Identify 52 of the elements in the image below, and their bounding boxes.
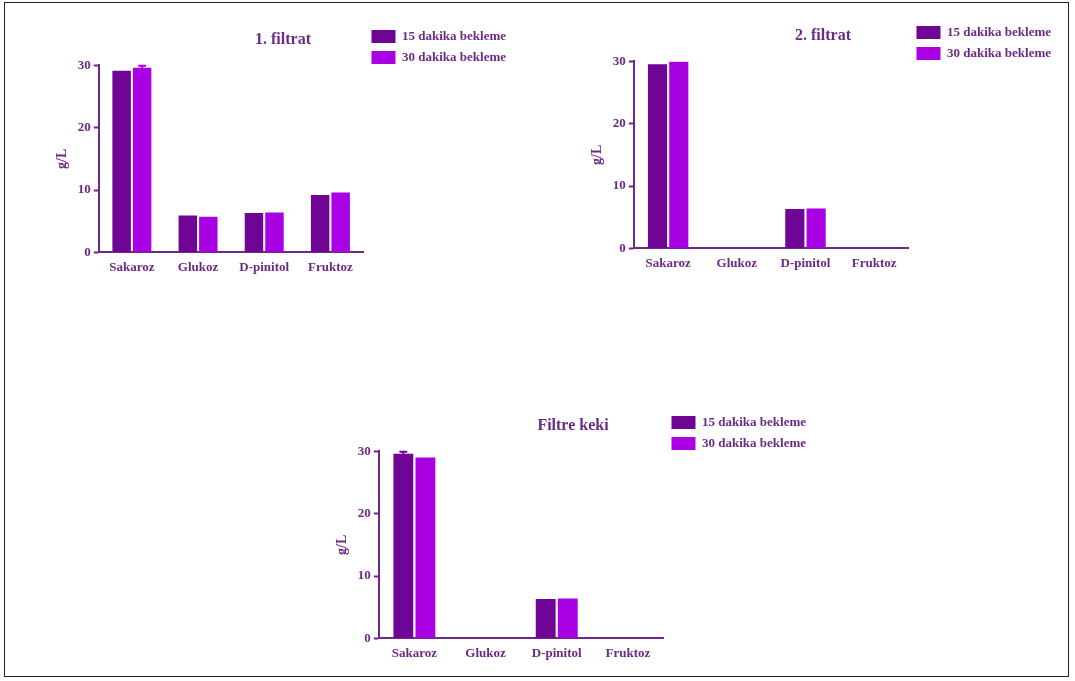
bar	[647, 64, 668, 248]
legend-label: 15 dakika bekleme	[401, 27, 507, 43]
legend-label: 30 dakika bekleme	[401, 48, 507, 64]
bar	[178, 215, 198, 252]
y-axis-title: g/L	[334, 534, 350, 555]
x-tick-label: D-pinitol	[239, 258, 290, 274]
y-tick-label: 10	[357, 567, 371, 583]
x-tick-label: Fruktoz	[605, 644, 651, 660]
y-axis-title: g/L	[54, 148, 70, 169]
x-tick-label: Glukoz	[465, 644, 507, 660]
bar	[415, 457, 436, 638]
x-tick-label: Glukoz	[716, 254, 758, 270]
bar	[244, 213, 264, 252]
y-tick-label: 30	[77, 56, 91, 72]
bar	[535, 599, 556, 638]
bar	[310, 194, 330, 252]
legend-label: 30 dakika bekleme	[946, 44, 1052, 60]
x-tick-label: Sakaroz	[645, 254, 691, 270]
bar	[785, 209, 805, 248]
chart-title: Filtre keki	[537, 415, 610, 433]
bar	[669, 61, 689, 248]
bar	[331, 192, 350, 252]
y-tick-label: 30	[357, 442, 371, 458]
y-tick-label: 10	[77, 181, 91, 197]
bar	[265, 212, 284, 252]
x-tick-label: D-pinitol	[780, 254, 831, 270]
x-tick-label: Glukoz	[177, 258, 219, 274]
y-tick-label: 0	[619, 239, 626, 255]
chart-title: 2. filtrat	[795, 25, 852, 43]
legend-label: 15 dakika bekleme	[946, 23, 1052, 39]
bar	[557, 598, 578, 638]
bar	[132, 67, 152, 252]
y-axis-title: g/L	[589, 144, 605, 165]
y-tick-label: 30	[612, 52, 626, 68]
chart-title: 1. filtrat	[255, 29, 312, 47]
legend-label: 30 dakika bekleme	[701, 434, 807, 450]
x-tick-label: Fruktoz	[851, 254, 897, 270]
y-tick-label: 0	[364, 629, 371, 645]
bar	[112, 70, 131, 252]
legend-label: 15 dakika bekleme	[701, 413, 807, 429]
x-tick-label: Sakaroz	[109, 258, 155, 274]
bar	[806, 208, 826, 248]
bar	[393, 453, 414, 638]
bar	[199, 216, 218, 252]
y-tick-label: 10	[612, 177, 626, 193]
x-tick-label: Fruktoz	[308, 258, 354, 274]
y-tick-label: 0	[84, 243, 91, 259]
y-tick-label: 20	[612, 114, 626, 130]
y-tick-label: 20	[77, 118, 91, 134]
y-tick-label: 20	[357, 504, 371, 520]
x-tick-label: D-pinitol	[531, 644, 583, 660]
x-tick-label: Sakaroz	[391, 644, 438, 660]
